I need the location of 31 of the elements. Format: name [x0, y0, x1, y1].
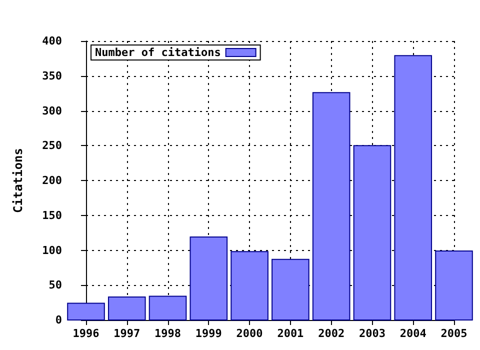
x-tick-label: 2003 [358, 327, 386, 340]
bar [272, 258, 310, 320]
x-tick-label: 1999 [195, 327, 222, 340]
x-tick-label: 2001 [277, 327, 304, 340]
x-tick-label: 1998 [154, 327, 182, 340]
y-tick-label: 350 [42, 69, 62, 82]
y-tick-label: 100 [42, 244, 62, 257]
y-tick-label: 50 [48, 278, 62, 292]
bar [353, 145, 392, 320]
bar [435, 250, 473, 320]
bar [230, 251, 268, 320]
x-tick-label: 2002 [318, 327, 345, 340]
bar [148, 296, 187, 320]
y-tick-label: 150 [42, 208, 62, 222]
bar [108, 296, 146, 320]
bar [67, 302, 105, 320]
x-tick-label: 2000 [236, 327, 263, 340]
y-tick-label: 400 [42, 34, 62, 48]
y-axis-title: Citations [11, 148, 25, 214]
y-tick-label: 0 [55, 314, 62, 326]
bar [312, 92, 350, 320]
x-tick-label: 2005 [440, 327, 468, 340]
y-tick-label: 300 [42, 104, 62, 118]
x-tick-label: 2004 [400, 327, 427, 340]
legend-label: Number of citations [94, 46, 221, 59]
y-tick-label: 250 [42, 139, 62, 152]
x-tick-label: 1997 [114, 327, 140, 340]
y-tick-label: 200 [42, 174, 62, 187]
bar [394, 55, 432, 320]
x-tick-label: 1996 [72, 327, 100, 340]
bar [190, 236, 228, 320]
